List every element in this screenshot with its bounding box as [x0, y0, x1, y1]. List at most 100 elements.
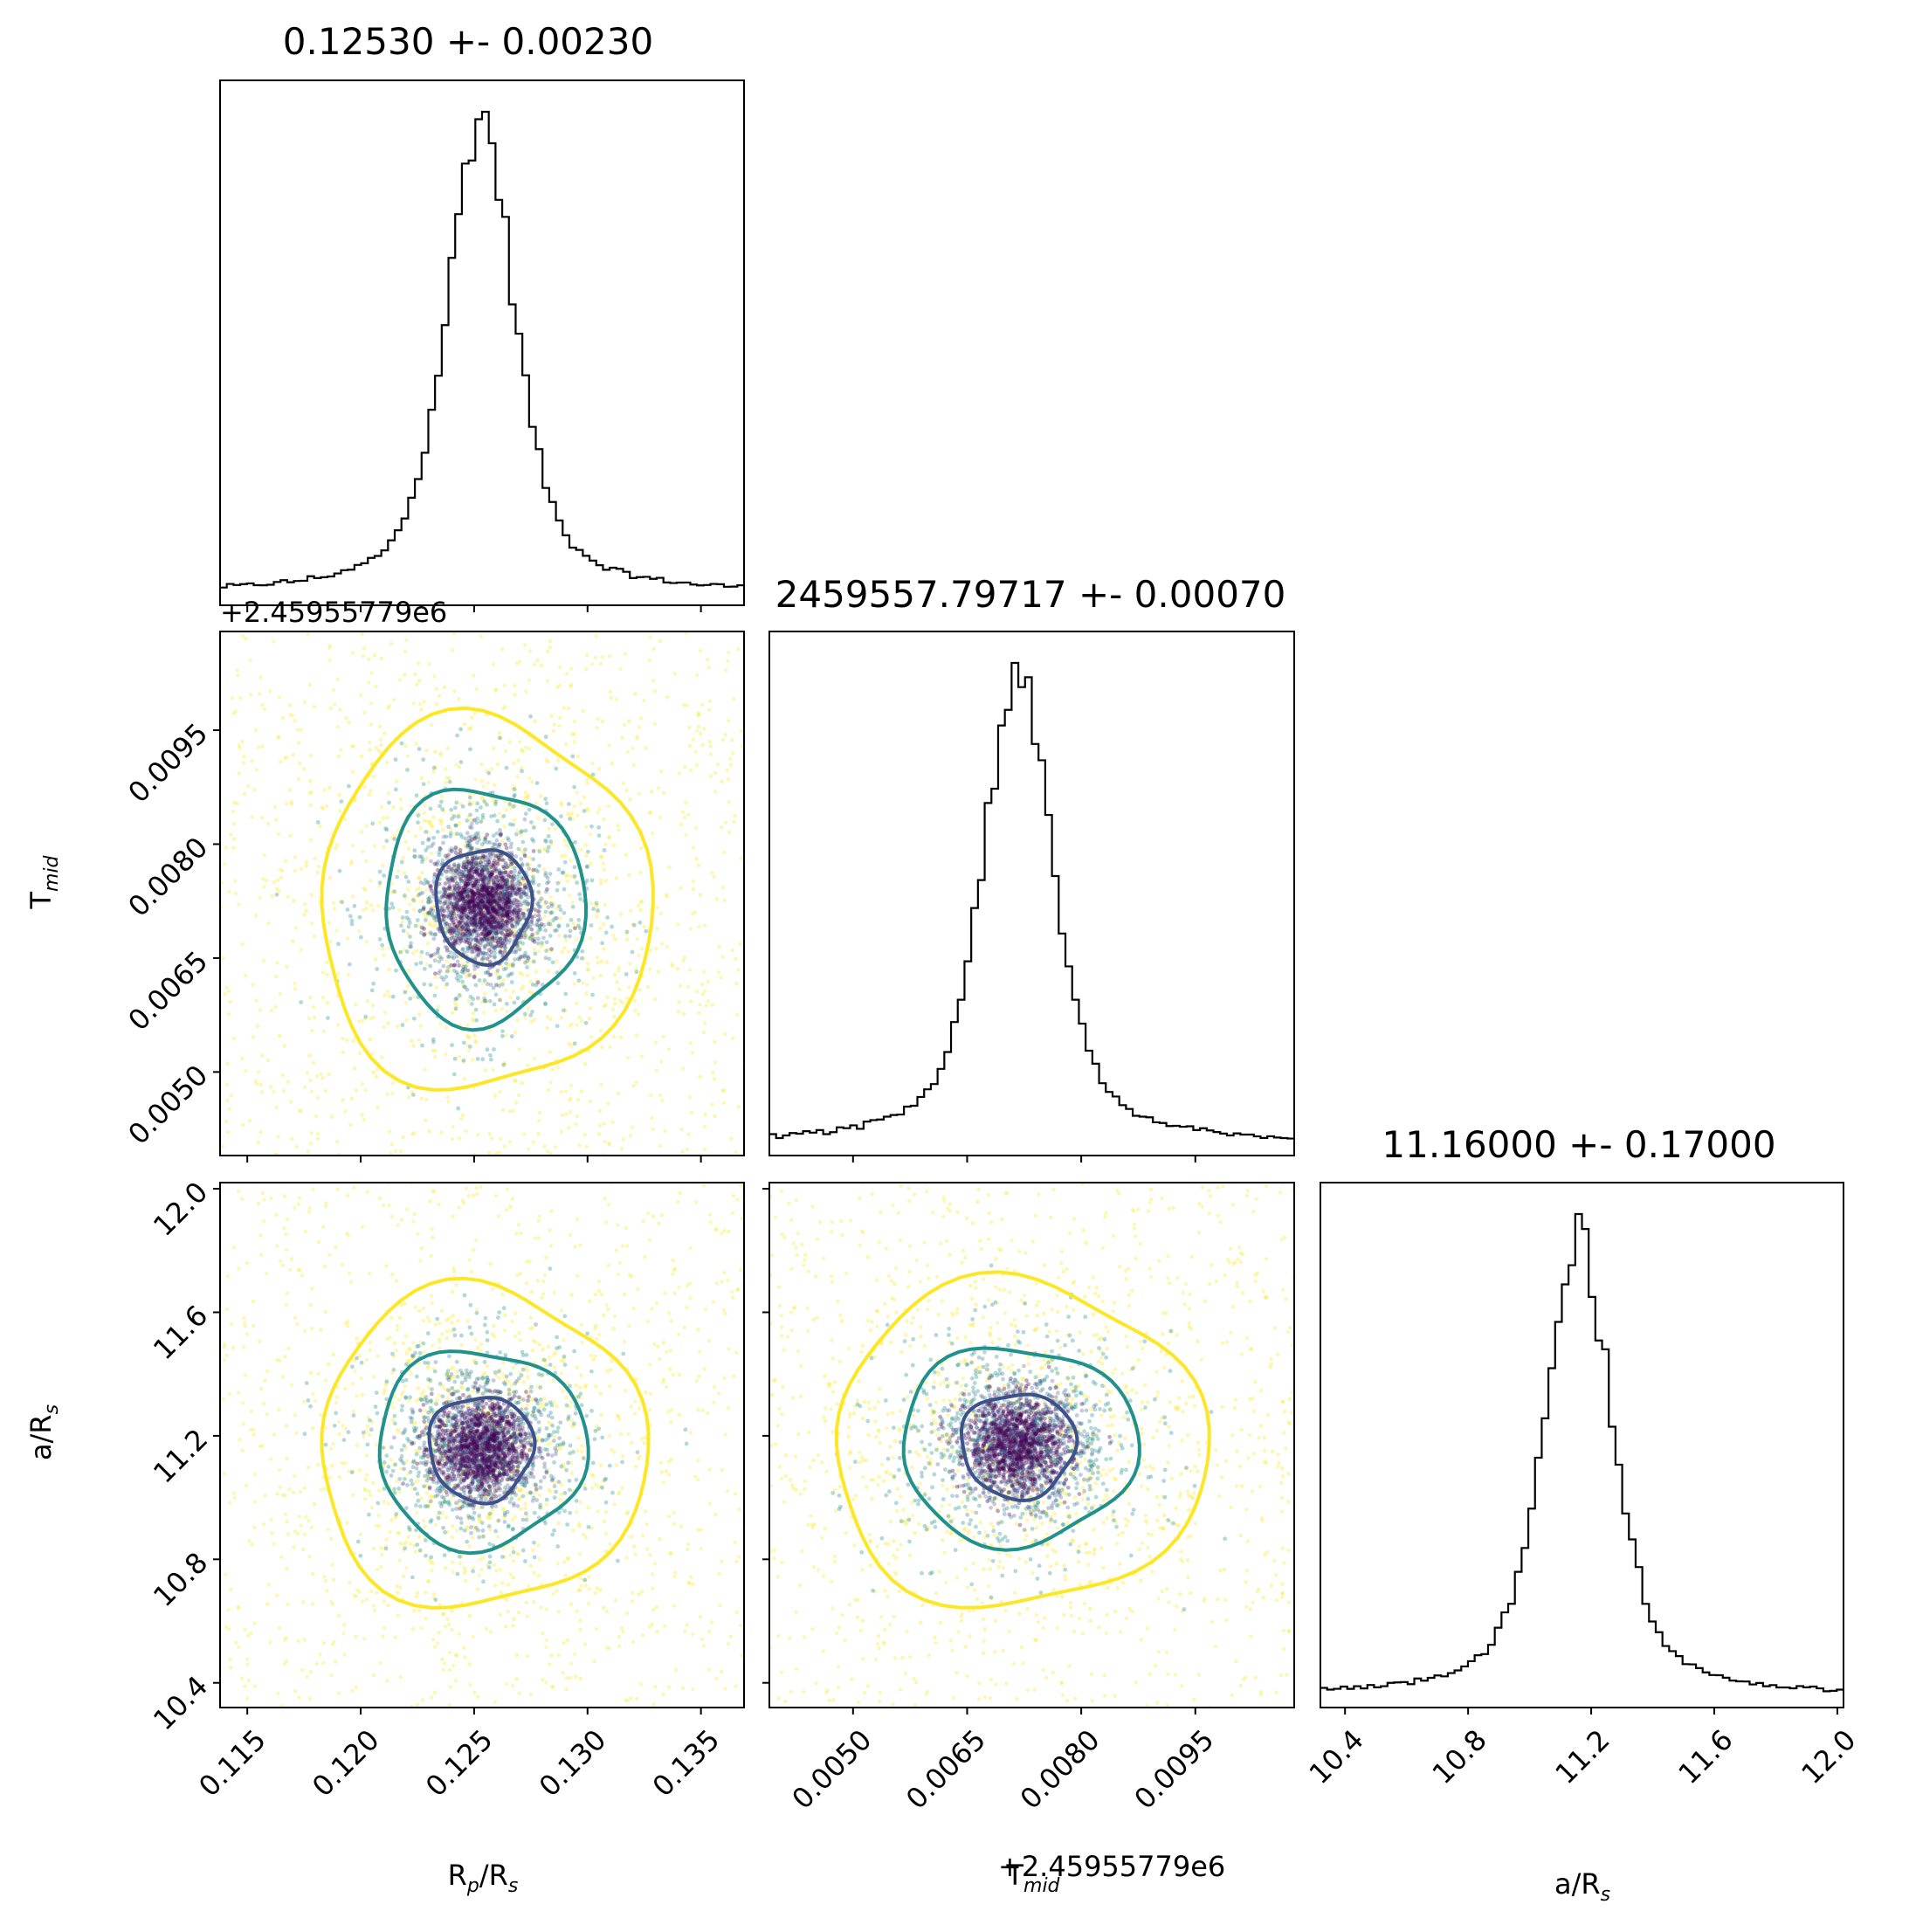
sample-point — [493, 879, 499, 884]
sample-point — [335, 1187, 340, 1191]
sample-point — [502, 936, 507, 942]
sample-point — [563, 938, 569, 943]
sample-point — [465, 963, 470, 968]
sample-point — [568, 858, 573, 863]
sample-point — [451, 969, 457, 973]
sample-point — [497, 868, 502, 873]
sample-point — [494, 1569, 499, 1573]
sample-point — [686, 984, 691, 989]
sample-point — [225, 1273, 231, 1279]
sample-point — [678, 1191, 682, 1196]
sample-point — [468, 914, 473, 920]
sample-point — [414, 962, 419, 967]
sample-point — [465, 892, 470, 897]
sample-point — [572, 1041, 577, 1046]
sample-point — [293, 868, 297, 873]
sample-point — [513, 957, 517, 963]
sample-point — [584, 1144, 589, 1149]
sample-point — [299, 1000, 304, 1004]
sample-point — [693, 910, 698, 914]
sample-point — [496, 916, 501, 921]
sample-point — [527, 901, 532, 907]
sample-point — [455, 959, 460, 964]
sample-point — [472, 855, 477, 860]
sample-point — [276, 1691, 280, 1695]
sample-point — [451, 888, 457, 894]
sample-point — [530, 983, 535, 987]
sample-point — [458, 938, 464, 942]
sample-point — [477, 901, 482, 907]
sample-point — [494, 927, 499, 932]
sample-point — [569, 666, 574, 671]
sample-point — [648, 1094, 653, 1098]
sample-point — [544, 801, 549, 806]
sample-point — [357, 928, 362, 934]
sample-point — [224, 1119, 229, 1123]
sample-point — [329, 1446, 334, 1452]
sample-point — [404, 909, 410, 914]
sample-point — [512, 886, 516, 891]
sample-point — [462, 915, 466, 920]
sample-point — [248, 693, 253, 697]
sample-point — [543, 956, 548, 961]
sample-point — [541, 1292, 546, 1296]
sample-point — [288, 713, 293, 717]
sample-point — [464, 1186, 468, 1190]
sample-point — [462, 1646, 466, 1650]
sample-point — [626, 719, 631, 724]
sample-point — [428, 922, 432, 928]
sample-point — [430, 888, 434, 894]
sample-point — [584, 878, 589, 883]
sample-point — [469, 845, 474, 851]
sample-point — [613, 1598, 618, 1603]
sample-point — [476, 1132, 480, 1137]
sample-point — [396, 869, 401, 873]
sample-point — [696, 1458, 700, 1463]
sample-point — [740, 744, 744, 749]
sample-point — [486, 770, 492, 776]
sample-point — [464, 933, 469, 938]
sample-point — [638, 900, 644, 905]
sample-point — [680, 1149, 685, 1154]
sample-point — [491, 895, 496, 900]
sample-point — [299, 1523, 303, 1528]
sample-point — [432, 914, 438, 920]
sample-point — [479, 884, 485, 889]
sample-point — [492, 908, 497, 914]
sample-point — [254, 998, 258, 1003]
sample-point — [462, 889, 466, 894]
sample-point — [702, 1021, 707, 1025]
sample-point — [722, 898, 727, 903]
sample-point — [432, 872, 438, 877]
sample-point — [603, 878, 609, 883]
sample-point — [666, 1515, 672, 1519]
sample-point — [494, 883, 500, 888]
sample-point — [458, 890, 464, 895]
sample-point — [444, 974, 449, 979]
sample-point — [536, 1542, 541, 1548]
sample-point — [334, 928, 339, 933]
sample-point — [343, 1109, 348, 1114]
sample-point — [481, 878, 486, 883]
sample-point — [321, 1029, 327, 1033]
sample-point — [666, 1047, 672, 1052]
sample-point — [444, 969, 449, 973]
sample-point — [417, 923, 422, 928]
sample-point — [510, 889, 515, 894]
sample-point — [508, 862, 513, 867]
sample-point — [509, 880, 514, 885]
sample-point — [399, 1218, 404, 1222]
sample-point — [417, 893, 422, 898]
sample-point — [338, 900, 343, 904]
rp-tmid-points — [220, 631, 744, 1156]
sample-point — [308, 1302, 313, 1308]
sample-point — [716, 1391, 721, 1396]
sample-point — [411, 1016, 417, 1021]
sample-point — [462, 922, 467, 928]
sample-point — [226, 989, 231, 994]
sample-point — [575, 1448, 580, 1453]
sample-point — [555, 928, 559, 933]
sample-point — [694, 1200, 699, 1204]
sample-point — [468, 876, 472, 881]
sample-point — [513, 887, 518, 893]
